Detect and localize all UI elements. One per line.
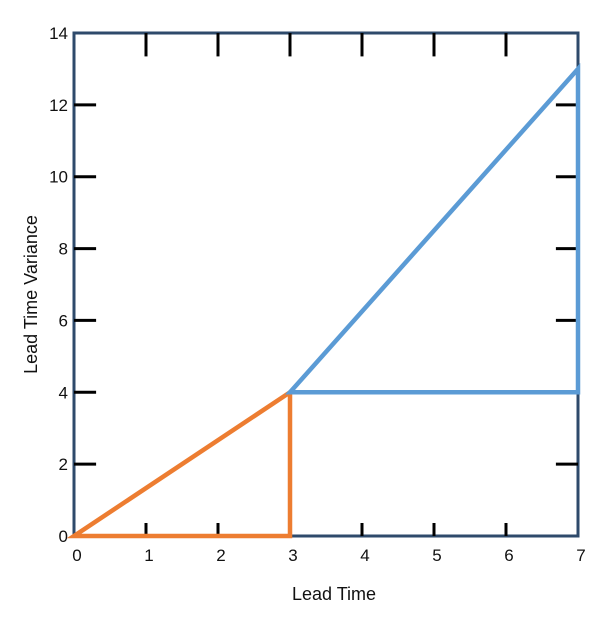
plot-frame — [72, 31, 580, 538]
series-line-2 — [284, 62, 581, 395]
series-line-1 — [66, 388, 293, 539]
y-tick-label: 8 — [59, 240, 68, 259]
x-tick-label: 5 — [432, 546, 441, 565]
tick-marks — [74, 33, 578, 536]
x-tick-label: 7 — [576, 546, 585, 565]
x-tick-label: 3 — [288, 546, 297, 565]
x-tick-label: 0 — [72, 546, 81, 565]
y-tick-label: 6 — [59, 311, 68, 330]
x-axis-title: Lead Time — [292, 584, 376, 604]
x-tick-label: 6 — [504, 546, 513, 565]
x-tick-label: 1 — [144, 546, 153, 565]
y-tick-label: 14 — [49, 24, 68, 43]
y-tick-label: 10 — [49, 168, 68, 187]
y-axis-title: Lead Time Variance — [21, 215, 41, 374]
y-tick-label: 4 — [59, 383, 68, 402]
y-tick-label: 0 — [59, 527, 68, 546]
x-tick-label: 2 — [216, 546, 225, 565]
x-tick-label: 4 — [360, 546, 369, 565]
y-tick-label: 12 — [49, 96, 68, 115]
series-layer — [66, 62, 581, 539]
y-tick-label: 2 — [59, 455, 68, 474]
